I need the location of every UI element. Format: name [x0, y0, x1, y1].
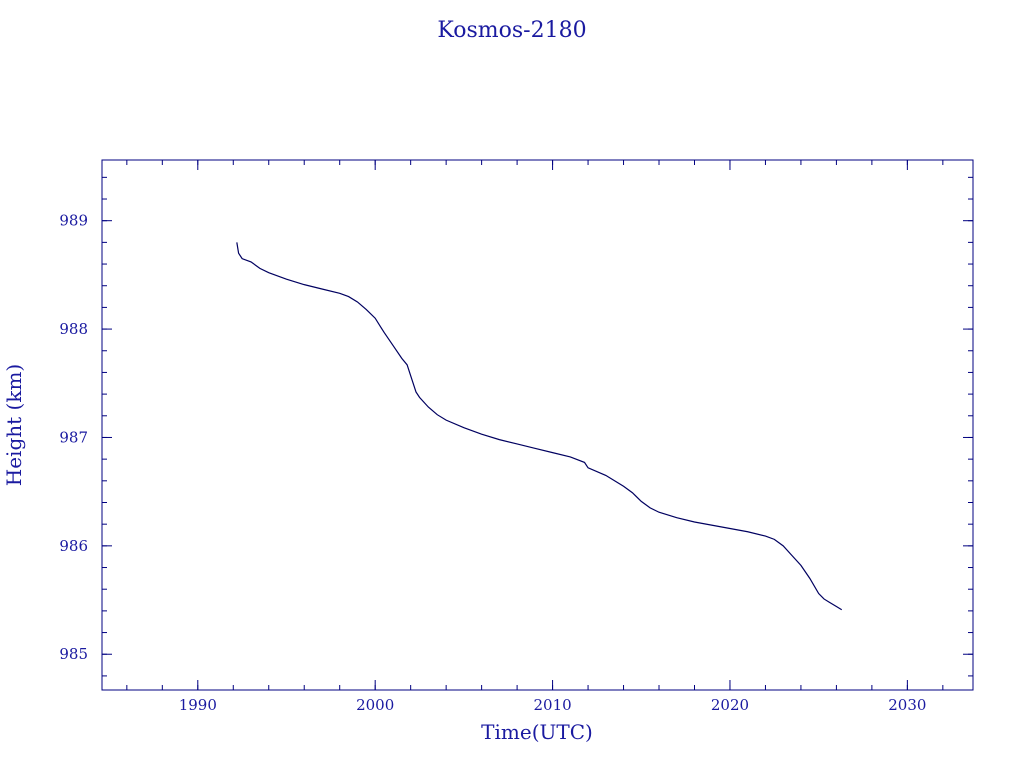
y-tick-label: 985 — [59, 645, 88, 663]
x-tick-label: 2030 — [888, 696, 926, 714]
x-tick-label: 2020 — [711, 696, 749, 714]
x-axis-label: Time(UTC) — [481, 720, 593, 744]
y-tick-label: 987 — [59, 428, 88, 446]
y-tick-label: 989 — [59, 212, 88, 230]
chart-title: Kosmos-2180 — [437, 18, 586, 43]
y-axis-label: Height (km) — [2, 364, 26, 486]
y-tick-label: 988 — [59, 320, 88, 338]
x-tick-label: 2000 — [356, 696, 394, 714]
y-tick-label: 986 — [59, 537, 88, 555]
axis-ticks — [102, 160, 973, 690]
x-tick-label: 2010 — [533, 696, 571, 714]
series-line-height — [236, 242, 843, 611]
tick-labels: 1990 2000 2010 2020 2030 985 986 987 988 989 — [59, 212, 926, 714]
x-tick-label: 1990 — [179, 696, 217, 714]
plot-frame — [101, 159, 974, 691]
